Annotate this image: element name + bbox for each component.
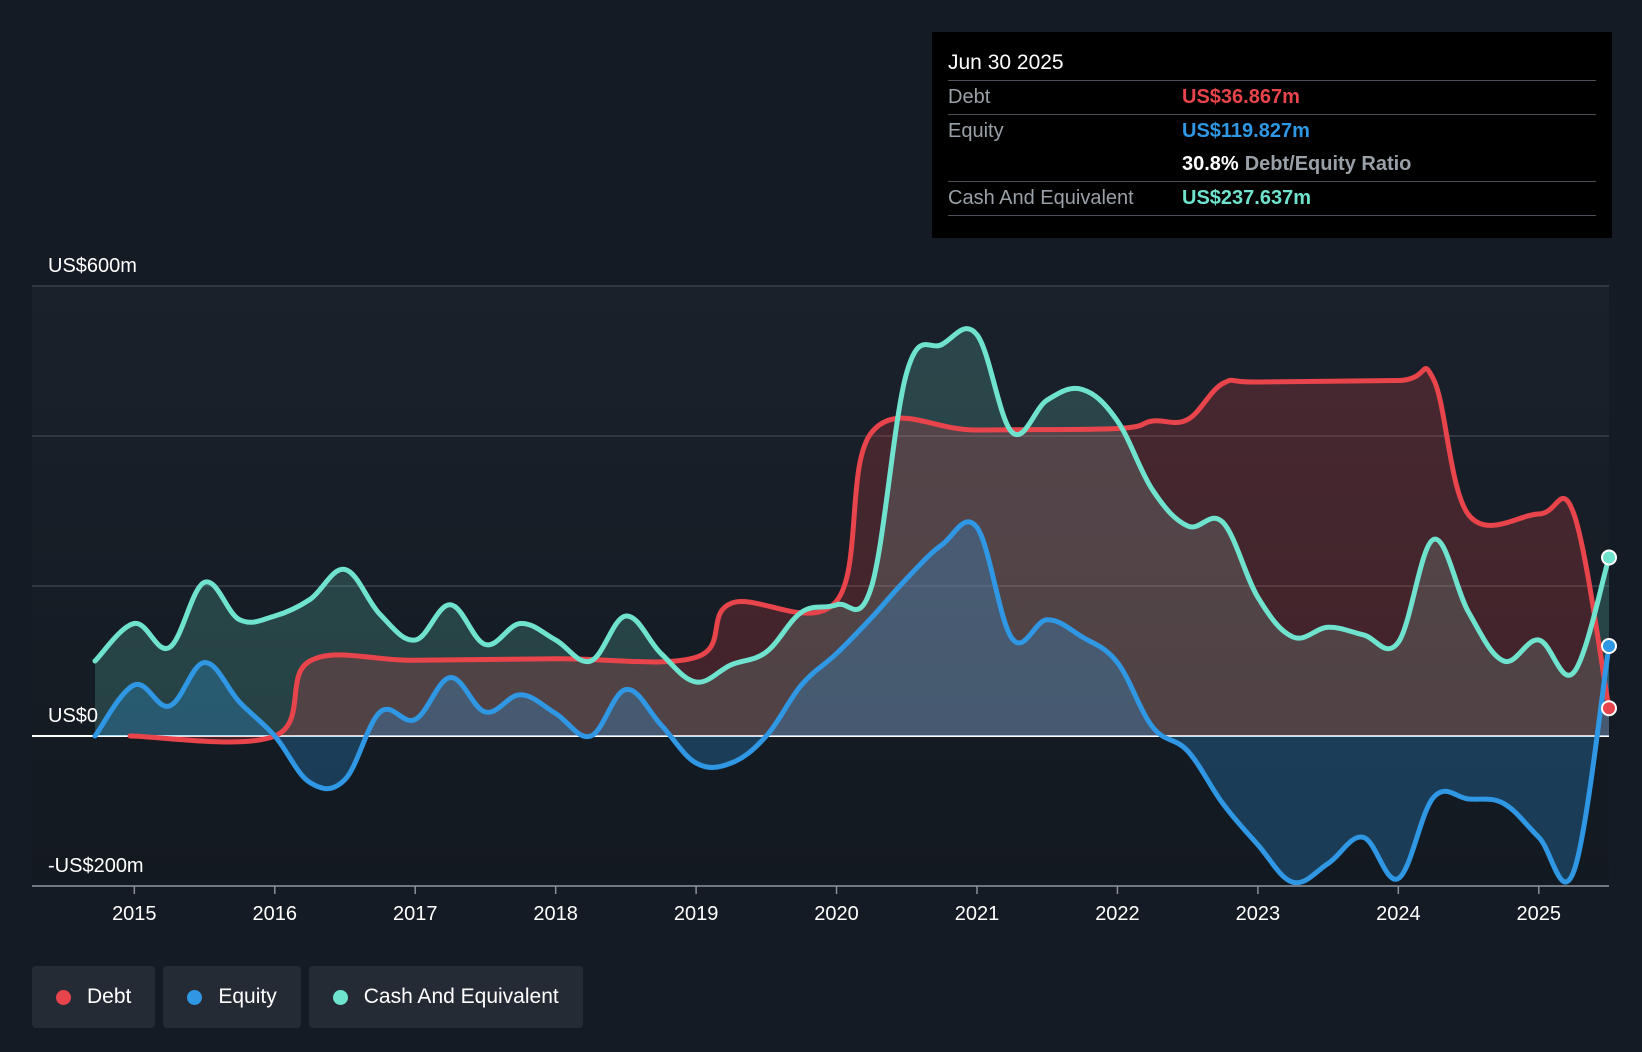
- x-tick-label: 2019: [674, 903, 719, 925]
- tooltip-cash-value: US$237.637m: [1182, 187, 1311, 209]
- endpoint-equity: [1601, 638, 1617, 654]
- x-tick-label: 2023: [1236, 903, 1281, 925]
- x-tick-label: 2016: [253, 903, 298, 925]
- line-equity: [92, 519, 1612, 886]
- x-tick-label: 2024: [1376, 903, 1421, 925]
- legend-equity-label: Equity: [218, 985, 277, 1008]
- tooltip-ratio-label: Debt/Equity Ratio: [1244, 153, 1412, 175]
- tooltip-panel: Jun 30 2025 Debt US$36.867m Equity US$11…: [932, 32, 1612, 238]
- legend-item-cash[interactable]: Cash And Equivalent: [308, 966, 583, 1028]
- endpoint-debt: [1601, 700, 1617, 717]
- y-tick-label: -US$200m: [48, 855, 144, 877]
- tooltip-cash-row: Cash And Equivalent US$237.637m: [948, 182, 1596, 216]
- cash-dot-icon: [332, 989, 348, 1005]
- x-tick-label: 2017: [393, 903, 438, 925]
- tooltip-debt-row: Debt US$36.867m: [948, 81, 1596, 115]
- endpoint-cash-and-equivalent: [1601, 549, 1617, 566]
- tooltip-ratio-row: 30.8% Debt/Equity Ratio: [948, 148, 1596, 182]
- y-tick-label: US$0: [48, 705, 98, 727]
- legend-item-debt[interactable]: Debt: [32, 966, 156, 1028]
- x-tick-label: 2022: [1095, 903, 1140, 925]
- tooltip-equity-row: Equity US$119.827m: [948, 115, 1596, 148]
- tooltip-cash-label: Cash And Equivalent: [948, 187, 1134, 209]
- debt-dot-icon: [56, 989, 71, 1005]
- tooltip-ratio-value: 30.8%: [1182, 153, 1239, 175]
- x-tick-label: 2020: [814, 903, 859, 925]
- tooltip-equity-value: US$119.827m: [1182, 120, 1310, 142]
- area-equity: [95, 521, 1609, 883]
- equity-dot-icon: [187, 989, 203, 1005]
- tooltip-debt-value: US$36.867m: [1182, 86, 1300, 108]
- legend-cash-label: Cash And Equivalent: [363, 985, 559, 1008]
- x-tick-label: 2015: [112, 903, 157, 925]
- legend-item-equity[interactable]: Equity: [163, 966, 301, 1028]
- y-tick-label: US$600m: [48, 255, 137, 277]
- tooltip-equity-label: Equity: [948, 120, 1004, 142]
- legend: Debt Equity Cash And Equivalent: [32, 966, 583, 1028]
- line-cash-and-equivalent: [92, 326, 1612, 685]
- tooltip-debt-label: Debt: [948, 86, 991, 108]
- x-tick-label: 2021: [955, 903, 1000, 925]
- legend-debt-label: Debt: [87, 985, 132, 1008]
- tooltip-date: Jun 30 2025: [948, 46, 1596, 81]
- area-debt: [130, 368, 1610, 742]
- x-tick-label: 2025: [1517, 903, 1562, 925]
- x-tick-label: 2018: [533, 903, 578, 925]
